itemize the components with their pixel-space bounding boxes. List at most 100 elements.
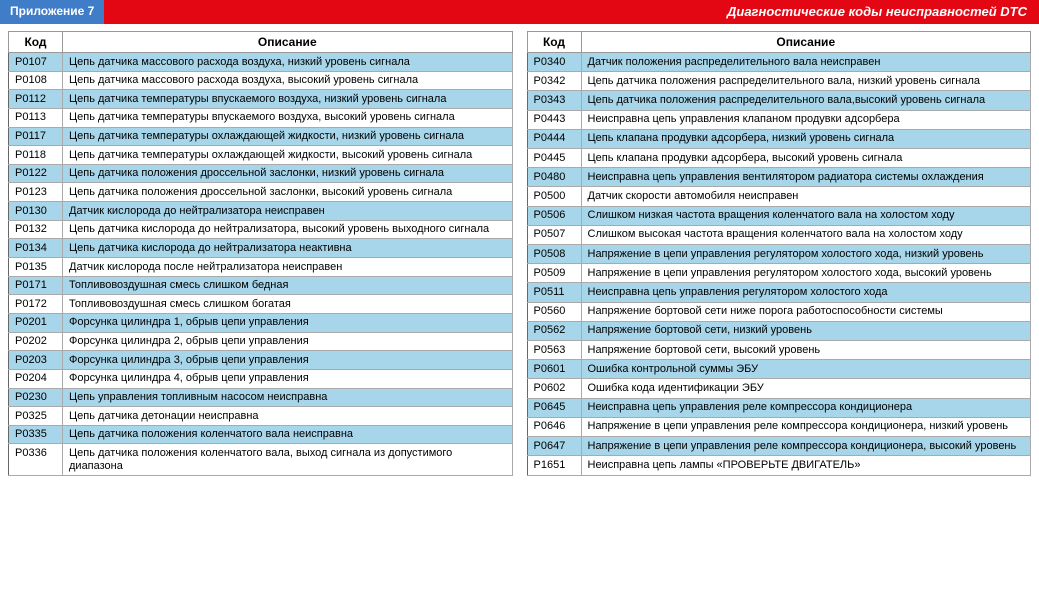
dtc-desc: Неисправна цепь лампы «ПРОВЕРЬТЕ ДВИГАТЕ… <box>581 456 1031 475</box>
table-row: P0201Форсунка цилиндра 1, обрыв цепи упр… <box>9 313 513 332</box>
header-title: Диагностические коды неисправностей DTC <box>104 0 1039 24</box>
table-row: P0511Неисправна цепь управления регулято… <box>527 283 1031 302</box>
dtc-desc: Напряжение в цепи управления реле компре… <box>581 417 1031 436</box>
dtc-code: P0325 <box>9 407 63 426</box>
table-row: P0202Форсунка цилиндра 2, обрыв цепи упр… <box>9 332 513 351</box>
dtc-code: P0230 <box>9 388 63 407</box>
table-row: P0118Цепь датчика температуры охлаждающе… <box>9 146 513 165</box>
dtc-desc: Слишком высокая частота вращения коленча… <box>581 225 1031 244</box>
dtc-desc: Цепь датчика массового расхода воздуха, … <box>63 71 513 90</box>
dtc-desc: Цепь управления топливным насосом неиспр… <box>63 388 513 407</box>
table-row: P0132Цепь датчика кислорода до нейтрализ… <box>9 220 513 239</box>
table-row: P0325Цепь датчика детонации неисправна <box>9 407 513 426</box>
table-row: P0340Датчик положения распределительного… <box>527 53 1031 72</box>
dtc-desc: Датчик скорости автомобиля неисправен <box>581 187 1031 206</box>
dtc-desc: Напряжение бортовой сети, низкий уровень <box>581 321 1031 340</box>
table-row: P0123Цепь датчика положения дроссельной … <box>9 183 513 202</box>
dtc-desc: Неисправна цепь управления регулятором х… <box>581 283 1031 302</box>
dtc-desc: Цепь датчика температуры впускаемого воз… <box>63 108 513 127</box>
dtc-desc: Напряжение в цепи управления регулятором… <box>581 245 1031 264</box>
dtc-code: P0204 <box>9 369 63 388</box>
dtc-desc: Форсунка цилиндра 1, обрыв цепи управлен… <box>63 313 513 332</box>
table-row: P0134Цепь датчика кислорода до нейтрализ… <box>9 239 513 258</box>
dtc-desc: Датчик кислорода после нейтрализатора не… <box>63 258 513 277</box>
th-desc: Описание <box>63 32 513 53</box>
table-row: P0112Цепь датчика температуры впускаемог… <box>9 90 513 109</box>
dtc-code: P0602 <box>527 379 581 398</box>
dtc-desc: Напряжение бортовой сети, высокий уровен… <box>581 341 1031 360</box>
dtc-code: P0509 <box>527 264 581 283</box>
dtc-desc: Неисправна цепь управления клапаном прод… <box>581 110 1031 129</box>
table-row: P0443Неисправна цепь управления клапаном… <box>527 110 1031 129</box>
table-row: P0507Слишком высокая частота вращения ко… <box>527 225 1031 244</box>
table-row: P0108Цепь датчика массового расхода возд… <box>9 71 513 90</box>
dtc-code: P0336 <box>9 444 63 475</box>
dtc-code: P0335 <box>9 425 63 444</box>
dtc-desc: Неисправна цепь управления вентилятором … <box>581 168 1031 187</box>
table-row: P0204Форсунка цилиндра 4, обрыв цепи упр… <box>9 369 513 388</box>
table-row: P0508Напряжение в цепи управления регуля… <box>527 245 1031 264</box>
dtc-code: P0506 <box>527 206 581 225</box>
table-row: P0203Форсунка цилиндра 3, обрыв цепи упр… <box>9 351 513 370</box>
table-row: P0563Напряжение бортовой сети, высокий у… <box>527 341 1031 360</box>
table-row: P0113Цепь датчика температуры впускаемог… <box>9 108 513 127</box>
dtc-code: P0117 <box>9 127 63 146</box>
dtc-desc: Напряжение бортовой сети ниже порога раб… <box>581 302 1031 321</box>
dtc-code: P0443 <box>527 110 581 129</box>
dtc-code: P0172 <box>9 295 63 314</box>
table-row: P0122Цепь датчика положения дроссельной … <box>9 164 513 183</box>
dtc-desc: Форсунка цилиндра 2, обрыв цепи управлен… <box>63 332 513 351</box>
table-row: P0172Топливовоздушная смесь слишком бога… <box>9 295 513 314</box>
dtc-code: P0340 <box>527 53 581 72</box>
table-row: P0506Слишком низкая частота вращения кол… <box>527 206 1031 225</box>
table-row: P0602Ошибка кода идентификации ЭБУ <box>527 379 1031 398</box>
dtc-desc: Цепь датчика положения распределительног… <box>581 72 1031 91</box>
dtc-code: P0480 <box>527 168 581 187</box>
table-row: P0343Цепь датчика положения распределите… <box>527 91 1031 110</box>
dtc-code: P1651 <box>527 456 581 475</box>
dtc-code: P0511 <box>527 283 581 302</box>
dtc-desc: Форсунка цилиндра 3, обрыв цепи управлен… <box>63 351 513 370</box>
dtc-code: P0445 <box>527 149 581 168</box>
dtc-desc: Цепь датчика положения дроссельной засло… <box>63 183 513 202</box>
tables-container: Код Описание P0107Цепь датчика массового… <box>0 24 1039 483</box>
table-row: P0500Датчик скорости автомобиля неисправ… <box>527 187 1031 206</box>
table-row: P0646Напряжение в цепи управления реле к… <box>527 417 1031 436</box>
dtc-table-left: Код Описание P0107Цепь датчика массового… <box>8 31 513 476</box>
dtc-desc: Ошибка контрольной суммы ЭБУ <box>581 360 1031 379</box>
dtc-desc: Цепь датчика температуры охлаждающей жид… <box>63 127 513 146</box>
dtc-desc: Топливовоздушная смесь слишком богатая <box>63 295 513 314</box>
table-row: P0647Напряжение в цепи управления реле к… <box>527 437 1031 456</box>
table-row: P1651Неисправна цепь лампы «ПРОВЕРЬТЕ ДВ… <box>527 456 1031 475</box>
dtc-desc: Цепь датчика кислорода до нейтрализатора… <box>63 239 513 258</box>
dtc-desc: Цепь датчика положения дроссельной засло… <box>63 164 513 183</box>
dtc-code: P0135 <box>9 258 63 277</box>
dtc-desc: Неисправна цепь управления реле компресс… <box>581 398 1031 417</box>
dtc-code: P0562 <box>527 321 581 340</box>
dtc-code: P0113 <box>9 108 63 127</box>
dtc-desc: Цепь датчика положения распределительног… <box>581 91 1031 110</box>
dtc-code: P0171 <box>9 276 63 295</box>
dtc-code: P0507 <box>527 225 581 244</box>
table-row: P0342Цепь датчика положения распределите… <box>527 72 1031 91</box>
table-row: P0230Цепь управления топливным насосом н… <box>9 388 513 407</box>
dtc-desc: Форсунка цилиндра 4, обрыв цепи управлен… <box>63 369 513 388</box>
table-row: P0562Напряжение бортовой сети, низкий ур… <box>527 321 1031 340</box>
table-row: P0601Ошибка контрольной суммы ЭБУ <box>527 360 1031 379</box>
tbody-left: P0107Цепь датчика массового расхода возд… <box>9 53 513 476</box>
table-row: P0117Цепь датчика температуры охлаждающе… <box>9 127 513 146</box>
dtc-code: P0601 <box>527 360 581 379</box>
dtc-desc: Цепь датчика температуры охлаждающей жид… <box>63 146 513 165</box>
dtc-code: P0123 <box>9 183 63 202</box>
dtc-desc: Цепь датчика положения коленчатого вала … <box>63 425 513 444</box>
dtc-code: P0108 <box>9 71 63 90</box>
table-row: P0480Неисправна цепь управления вентилят… <box>527 168 1031 187</box>
dtc-desc: Слишком низкая частота вращения коленчат… <box>581 206 1031 225</box>
table-row: P0107Цепь датчика массового расхода возд… <box>9 53 513 72</box>
table-row: P0171Топливовоздушная смесь слишком бедн… <box>9 276 513 295</box>
dtc-table-right: Код Описание P0340Датчик положения распр… <box>527 31 1032 476</box>
dtc-desc: Цепь датчика массового расхода воздуха, … <box>63 53 513 72</box>
th-code: Код <box>527 32 581 53</box>
dtc-code: P0132 <box>9 220 63 239</box>
dtc-code: P0130 <box>9 202 63 221</box>
